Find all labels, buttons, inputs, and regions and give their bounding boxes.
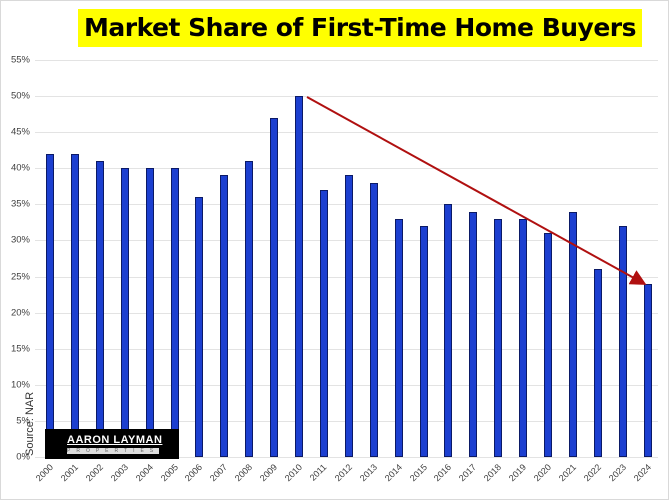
bar-2017 [469,211,478,457]
logo-sub-text: PROPERTIES [67,448,159,454]
logo-main-text: AARON LAYMAN [67,434,163,446]
y-tick-label: 0% [16,451,30,463]
gridline [35,96,658,98]
bar-2008 [245,161,254,457]
bar-2015 [419,226,428,457]
y-tick-label: 35% [10,198,30,210]
y-tick-label: 30% [10,234,30,246]
source-label: Source: NAR [24,391,36,456]
bar-2010 [295,96,303,457]
bar-2007 [220,175,229,457]
bar-2022 [593,269,602,457]
gridline [35,457,658,458]
y-tick-label: 25% [10,271,30,283]
bar-2023 [618,226,627,457]
y-tick-label: 50% [10,90,30,102]
company-logo: AARON LAYMAN PROPERTIES [45,429,179,459]
gridline [35,60,658,61]
y-tick-label: 20% [10,307,30,319]
bar-2019 [519,218,528,457]
gridline [35,168,658,170]
bar-2018 [494,218,503,457]
bar-2013 [369,182,378,457]
bar-2011 [319,189,328,457]
bar-2021 [568,211,577,457]
chart-title: Market Share of First-Time Home Buyers [78,9,643,47]
y-tick-label: 55% [10,54,30,66]
y-tick-label: 40% [10,162,30,174]
y-tick-label: 45% [10,126,30,138]
y-tick-label: 10% [10,379,30,391]
bar-2020 [544,233,552,457]
y-tick-label: 15% [10,343,30,355]
bar-2014 [394,218,403,457]
bar-2012 [344,175,353,457]
bar-2009 [270,117,279,457]
bar-2006 [195,197,204,457]
bar-2024 [643,283,652,457]
bar-2016 [444,204,453,457]
y-tick-label: 5% [16,415,30,427]
gridline [35,132,658,134]
